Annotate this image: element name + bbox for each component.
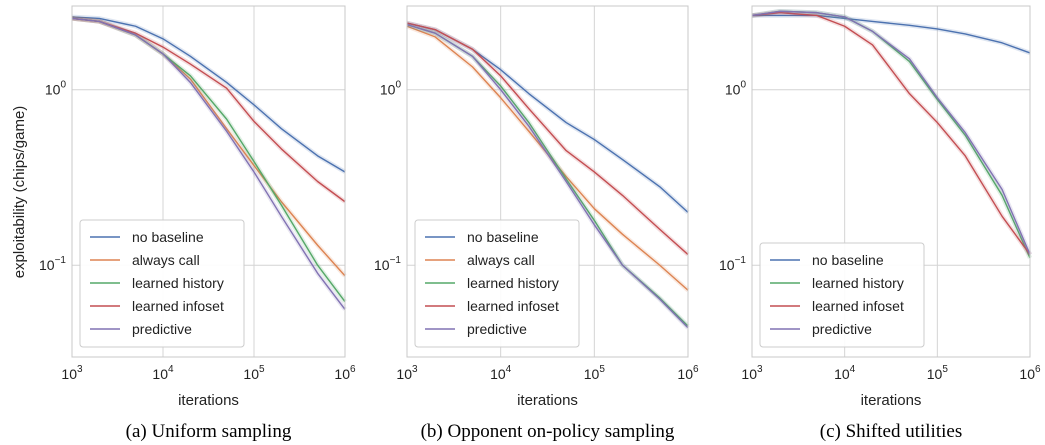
series-line xyxy=(752,14,1031,54)
x-axis-label: iterations xyxy=(178,392,239,409)
legend-label: no baseline xyxy=(467,229,539,245)
legend-label: always call xyxy=(132,252,200,268)
plot-border xyxy=(751,5,1031,358)
legend-label: learned infoset xyxy=(812,298,904,314)
legend-box xyxy=(79,219,245,348)
legend-label: no baseline xyxy=(812,252,884,268)
legend-label: learned infoset xyxy=(132,298,224,314)
legend-label: learned history xyxy=(812,275,904,291)
legend-box xyxy=(759,242,925,348)
legend-label: learned history xyxy=(132,275,224,291)
legend: no baseline always call learned history lea… xyxy=(414,219,580,348)
y-tick-label: 100 xyxy=(725,80,747,98)
series-line xyxy=(71,17,346,203)
y-tick-label: 10−1 xyxy=(719,255,746,273)
y-tick-label: 100 xyxy=(45,80,67,98)
panel-caption: (b) Opponent on-policy sampling xyxy=(421,421,675,442)
series-line xyxy=(71,16,346,173)
x-tick-label: 106 xyxy=(1019,364,1041,382)
legend-label: learned history xyxy=(467,275,559,291)
series-line xyxy=(751,10,1031,255)
plot-border xyxy=(71,5,346,358)
x-tick-label: 105 xyxy=(243,364,265,382)
legend-label: always call xyxy=(467,252,535,268)
x-tick-label: 106 xyxy=(677,364,699,382)
panel-caption: (c) Shifted utilities xyxy=(820,421,962,442)
series-line xyxy=(751,11,1031,255)
x-tick-label: 103 xyxy=(61,364,83,382)
chart-panel-1: 103 104 105 106 100 10−1 iterations (a) Uniform… xyxy=(39,5,356,442)
plot-border xyxy=(406,5,689,358)
panel-caption: (a) Uniform sampling xyxy=(126,421,292,442)
legend-label: no baseline xyxy=(132,229,204,245)
series-line xyxy=(406,23,689,329)
legend-label: learned infoset xyxy=(467,298,559,314)
x-tick-label: 106 xyxy=(334,364,356,382)
y-tick-label: 100 xyxy=(380,80,402,98)
shared-y-axis-label: exploitability (chips/game) xyxy=(11,106,28,279)
legend-box xyxy=(414,219,580,348)
x-tick-label: 104 xyxy=(490,364,512,382)
x-tick-label: 105 xyxy=(927,364,949,382)
x-tick-label: 104 xyxy=(152,364,174,382)
x-tick-label: 104 xyxy=(834,364,856,382)
legend-label: predictive xyxy=(467,321,527,337)
legend: no baseline learned history learned infose… xyxy=(759,242,925,348)
legend-label: predictive xyxy=(132,321,192,337)
chart-panel-2: 103 104 105 106 100 10−1 iterations (b) Opponen… xyxy=(374,5,699,442)
x-axis-label: iterations xyxy=(517,392,578,409)
x-tick-label: 103 xyxy=(396,364,418,382)
series-line xyxy=(71,17,346,310)
x-axis-label: iterations xyxy=(861,392,922,409)
legend: no baseline always call learned history lea… xyxy=(79,219,245,348)
series-line xyxy=(406,22,689,256)
x-tick-label: 103 xyxy=(741,364,763,382)
x-tick-label: 105 xyxy=(584,364,606,382)
legend-label: predictive xyxy=(812,321,872,337)
y-tick-label: 10−1 xyxy=(374,255,401,273)
y-tick-label: 10−1 xyxy=(39,255,66,273)
chart-panel-3: 103 104 105 106 100 10−1 iterations (c) Shifted… xyxy=(719,5,1041,442)
